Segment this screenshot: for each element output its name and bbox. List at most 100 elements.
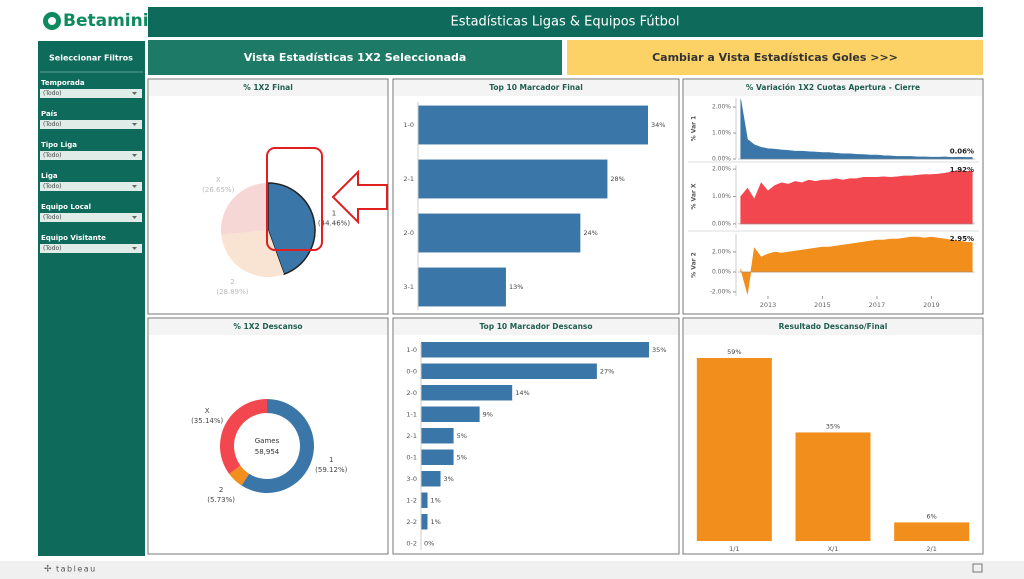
bar — [418, 105, 648, 145]
y-tick-label: -2.00% — [710, 289, 732, 296]
value-label: 5% — [457, 432, 467, 440]
bar — [421, 471, 441, 487]
filter-list: Temporada (Todo) País (Todo) Tipo Liga (Todo)… — [40, 79, 142, 253]
footer-brand: tableau — [56, 565, 97, 574]
center-value: 58,954 — [255, 448, 280, 456]
y-tick-label: 0.00% — [712, 269, 731, 276]
category-label: 3-1 — [403, 283, 414, 291]
filter-arrow — [132, 216, 137, 219]
category-label: X/1 — [828, 545, 839, 553]
category-label: 2-0 — [403, 229, 414, 237]
value-label: 1% — [431, 496, 441, 504]
highlight-arrow — [331, 169, 388, 225]
filter-dropdown[interactable] — [40, 213, 142, 222]
filter-arrow — [132, 247, 137, 250]
slice-label: 2 — [230, 278, 234, 286]
category-label: 2/1 — [926, 545, 936, 553]
panel-title-bar — [684, 80, 982, 96]
y-tick-label: 0.00% — [712, 156, 731, 163]
x-tick-label: 2015 — [814, 301, 831, 309]
y-tick-label: 0.00% — [712, 220, 731, 227]
filter-label: Liga — [41, 172, 58, 180]
slice — [241, 399, 314, 494]
slice — [220, 399, 267, 474]
category-label: 1-0 — [403, 121, 414, 129]
slice-value: (35.14%) — [191, 417, 223, 425]
filter-value: (Todo) — [43, 183, 61, 190]
fullscreen-icon[interactable] — [972, 563, 983, 573]
tab-active[interactable] — [148, 40, 562, 75]
slice — [221, 230, 285, 278]
end-label: 1.92% — [950, 166, 974, 174]
slice-value: (5.73%) — [207, 496, 235, 504]
filter-value: (Todo) — [43, 121, 61, 128]
tab-switch[interactable] — [567, 40, 983, 75]
slice-value: (26.65%) — [202, 186, 234, 194]
filter-dropdown[interactable] — [40, 244, 142, 253]
filter-value: (Todo) — [43, 90, 61, 97]
panel-title: Top 10 Marcador Descanso — [479, 322, 592, 331]
header-bar — [148, 7, 983, 37]
filter-value: (Todo) — [43, 152, 61, 159]
x-tick-label: 2013 — [760, 301, 777, 309]
x-tick-label: 2017 — [869, 301, 886, 309]
bar — [421, 385, 513, 401]
panel — [147, 317, 389, 555]
category-label: 2-0 — [406, 389, 417, 397]
value-label: 1% — [431, 518, 441, 526]
category-label: 1-1 — [406, 410, 417, 418]
filter-arrow — [132, 123, 137, 126]
area — [740, 236, 973, 295]
tab-switch-label[interactable]: Cambiar a Vista Estadísticas Goles >>> — [652, 51, 898, 64]
slice-label: X — [216, 176, 221, 184]
y-tick-label: 1.00% — [712, 193, 731, 200]
header-title: Estadísticas Ligas & Equipos Fútbol — [450, 15, 679, 30]
area — [740, 99, 973, 160]
bar — [418, 267, 506, 307]
bar — [418, 213, 581, 253]
value-label: 0% — [424, 539, 434, 547]
category-label: 0-1 — [406, 453, 417, 461]
filter-dropdown[interactable] — [40, 89, 142, 98]
filter-arrow — [132, 185, 137, 188]
category-label: 2-1 — [403, 175, 414, 183]
bar — [421, 449, 454, 465]
value-label: 6% — [927, 512, 937, 520]
panel-title: % 1X2 Final — [243, 83, 293, 92]
y-tick-label: 1.00% — [712, 130, 731, 137]
panel-title-bar — [684, 319, 982, 335]
footer-icon: ✢ — [44, 565, 52, 575]
bar — [421, 363, 597, 379]
panel-title-bar — [149, 319, 387, 335]
filter-dropdown[interactable] — [40, 120, 142, 129]
filter-dropdown[interactable] — [40, 151, 142, 160]
area — [740, 170, 973, 225]
sidebar — [38, 41, 145, 556]
category-label: 3-0 — [406, 475, 417, 483]
x-tick-label: 2019 — [923, 301, 940, 309]
filter-dropdown[interactable] — [40, 182, 142, 191]
bar — [795, 432, 871, 541]
logo-icon-inner — [48, 17, 56, 25]
y-tick-label: 2.00% — [712, 249, 731, 256]
panel-title: % Variación 1X2 Cuotas Apertura - Cierre — [746, 83, 920, 92]
value-label: 9% — [483, 410, 493, 418]
y-tick-label: 2.00% — [712, 166, 731, 173]
bar — [421, 514, 428, 530]
tab-active-label[interactable]: Vista Estadísticas 1X2 Seleccionada — [244, 51, 467, 64]
bar — [421, 342, 649, 358]
category-label: 2-1 — [406, 432, 417, 440]
bar — [421, 406, 480, 422]
value-label: 27% — [600, 367, 614, 375]
panel-title-bar — [394, 319, 678, 335]
value-label: 14% — [515, 389, 529, 397]
bar — [421, 492, 428, 508]
category-label: 0-0 — [406, 367, 417, 375]
value-label: 35% — [652, 346, 666, 354]
filter-label: País — [41, 110, 57, 118]
slice — [229, 465, 250, 486]
y-axis-title: % Var X — [691, 183, 698, 210]
value-label: 3% — [444, 475, 454, 483]
y-axis-title: % Var 2 — [691, 252, 698, 278]
